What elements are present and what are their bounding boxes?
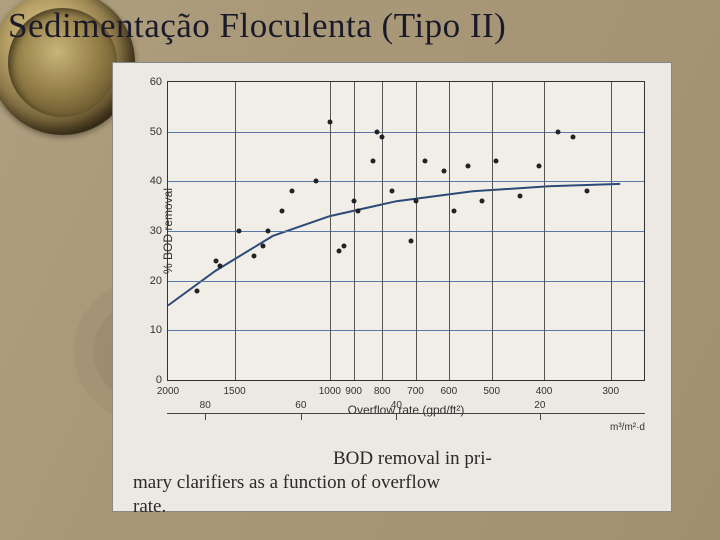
secondary-axis: m³/m²·d 80604020: [167, 413, 645, 441]
x-tick-label: 800: [374, 386, 391, 397]
h-gridline: [168, 330, 644, 331]
y-axis-label: % BOD removal: [161, 188, 175, 274]
x-tick-label: 400: [536, 386, 553, 397]
y-tick-label: 60: [150, 76, 162, 88]
secondary-axis-tick: [301, 414, 302, 420]
data-point: [213, 258, 218, 263]
data-point: [370, 159, 375, 164]
chart-area: 0102030405060200015001000900800700600500…: [167, 81, 645, 381]
data-point: [327, 119, 332, 124]
data-point: [423, 159, 428, 164]
data-point: [380, 134, 385, 139]
data-point: [451, 209, 456, 214]
v-gridline: [354, 82, 355, 380]
data-point: [237, 229, 242, 234]
data-point: [480, 199, 485, 204]
data-point: [389, 189, 394, 194]
v-gridline: [330, 82, 331, 380]
data-point: [413, 199, 418, 204]
data-point: [537, 164, 542, 169]
y-tick-label: 40: [150, 175, 162, 187]
x-tick-label: 500: [483, 386, 500, 397]
secondary-axis-label: 80: [200, 400, 211, 411]
caption-line: mary clarifiers as a function of overflo…: [133, 471, 655, 495]
data-point: [375, 129, 380, 134]
data-point: [280, 209, 285, 214]
data-point: [465, 164, 470, 169]
h-gridline: [168, 281, 644, 282]
data-point: [265, 229, 270, 234]
y-tick-label: 20: [150, 275, 162, 287]
x-tick-label: 1000: [319, 386, 341, 397]
v-gridline: [235, 82, 236, 380]
y-tick-label: 10: [150, 324, 162, 336]
data-point: [251, 253, 256, 258]
y-tick-label: 0: [156, 374, 162, 386]
secondary-axis-unit: m³/m²·d: [610, 422, 645, 433]
slide-title: Sedimentação Floculenta (Tipo II): [8, 6, 712, 46]
secondary-axis-tick: [396, 414, 397, 420]
v-gridline: [449, 82, 450, 380]
data-point: [313, 179, 318, 184]
data-point: [570, 134, 575, 139]
figure-caption: BOD removal in pri-mary clarifiers as a …: [133, 447, 655, 518]
y-tick-label: 50: [150, 126, 162, 138]
x-tick-label: 1500: [224, 386, 246, 397]
x-tick-label: 300: [602, 386, 619, 397]
x-tick-label: 700: [407, 386, 424, 397]
caption-line: rate.: [133, 495, 655, 519]
v-gridline: [544, 82, 545, 380]
data-point: [556, 129, 561, 134]
data-point: [518, 194, 523, 199]
v-gridline: [492, 82, 493, 380]
secondary-axis-label: 60: [295, 400, 306, 411]
data-point: [408, 238, 413, 243]
data-point: [351, 199, 356, 204]
secondary-axis-label: 20: [534, 400, 545, 411]
secondary-axis-tick: [540, 414, 541, 420]
chart-plot: 0102030405060200015001000900800700600500…: [167, 81, 645, 381]
x-tick-label: 600: [440, 386, 457, 397]
x-tick-label: 900: [345, 386, 362, 397]
data-point: [337, 248, 342, 253]
data-point: [261, 243, 266, 248]
caption-line: BOD removal in pri-: [133, 447, 655, 471]
figure-frame: 0102030405060200015001000900800700600500…: [112, 62, 672, 512]
secondary-axis-tick: [205, 414, 206, 420]
v-gridline: [382, 82, 383, 380]
data-point: [289, 189, 294, 194]
v-gridline: [611, 82, 612, 380]
v-gridline: [416, 82, 417, 380]
h-gridline: [168, 181, 644, 182]
data-point: [356, 209, 361, 214]
h-gridline: [168, 132, 644, 133]
data-point: [494, 159, 499, 164]
data-point: [442, 169, 447, 174]
data-point: [218, 263, 223, 268]
data-point: [194, 288, 199, 293]
x-tick-label: 2000: [157, 386, 179, 397]
data-point: [584, 189, 589, 194]
secondary-axis-label: 40: [391, 400, 402, 411]
data-point: [342, 243, 347, 248]
